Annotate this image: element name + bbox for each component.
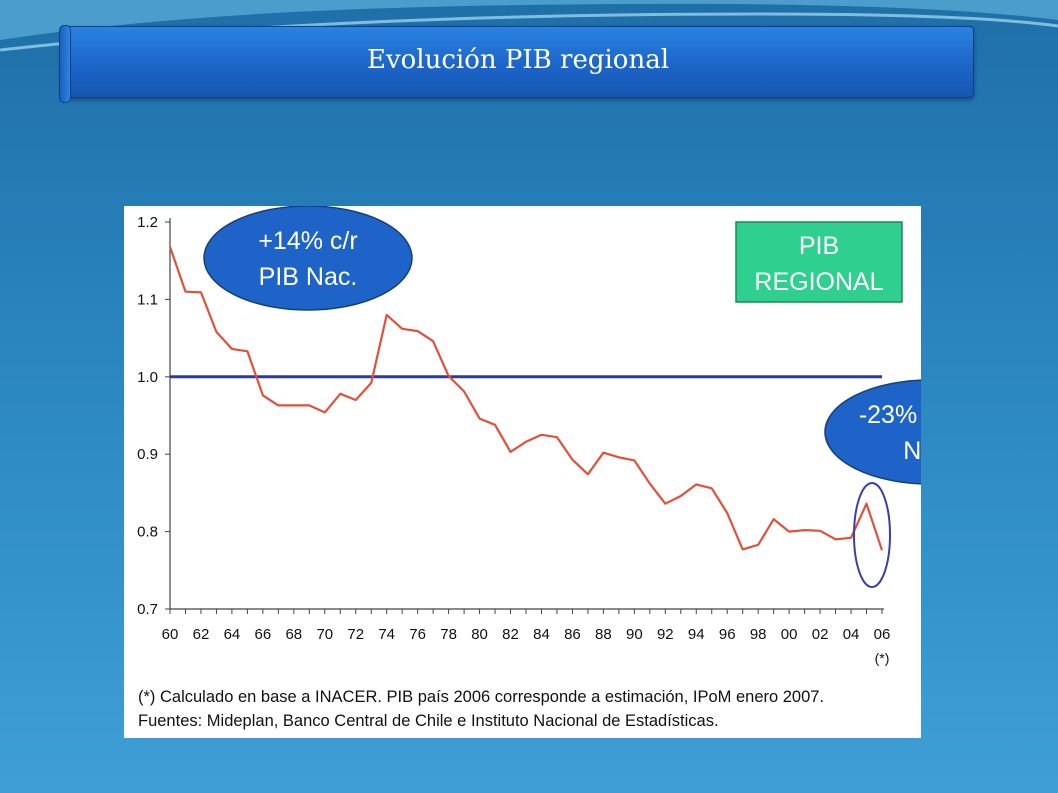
x-tick-label: 92 [657,626,674,643]
banner-scroll-curl [59,25,71,103]
x-tick-label: 64 [224,626,241,643]
x-tick-label: 90 [626,626,643,643]
right-bubble [824,379,921,485]
axis-lines [169,218,884,610]
x-tick-label: 76 [409,626,426,643]
chart-panel: 0.7 0.8 0.9 1.0 1.1 1.2 60 62 64 66 68 70 72 74 76 78 8… [124,206,921,738]
x-tick-label: 70 [316,626,333,643]
right-bubble-text-line-1: -23% c/r PIB [859,401,921,429]
series-polyline [168,246,884,551]
line-chart: 0.7 0.8 0.9 1.0 1.1 1.2 60 62 64 66 68 70 72 74 76 78 8… [137,206,921,666]
y-axis: 0.7 0.8 0.9 1.0 1.1 1.2 [137,214,170,618]
x-tick-label: 78 [440,626,457,643]
x-tick-label: 80 [471,626,488,643]
x-tick-footnote: (*) [875,650,890,666]
y-tick-label: 0.7 [137,601,158,618]
x-tick-label: 04 [843,626,860,643]
top-bubble-text-line-1: +14% c/r [258,227,357,255]
right-bubble-text-line-2: Nac. [903,437,921,465]
y-tick-label: 0.9 [137,446,158,463]
x-tick-label: 84 [533,626,550,643]
regional-box-text-line-1: PIB [799,232,839,260]
x-tick-label: 96 [719,626,736,643]
annotations: +14% c/r PIB Nac. PIB REGIONAL -23% c/r PIB N… [203,206,921,588]
y-tick-label: 0.8 [137,524,158,541]
x-tick-label: 88 [595,626,612,643]
x-tick-label: 62 [193,626,210,643]
x-tick-label: 94 [688,626,705,643]
x-tick-label: 82 [502,626,519,643]
title-banner: Evolución PIB regional [59,25,974,103]
slide-title: Evolución PIB regional [366,45,670,75]
x-tick-label: 74 [378,626,395,643]
footnote-1: (*) Calculado en base a INACER. PIB país… [138,688,825,706]
y-tick-label: 1.2 [137,214,158,231]
top-bubble [203,206,413,311]
x-tick-label: 98 [750,626,767,643]
x-tick-label: 68 [285,626,302,643]
series-line [168,246,884,551]
y-tick-label: 1.1 [137,291,158,308]
x-tick-label: 02 [812,626,829,643]
x-tick-label: 00 [781,626,798,643]
top-bubble-text-line-2: PIB Nac. [259,263,358,291]
y-tick-label: 1.0 [137,369,158,386]
x-tick-label: 72 [347,626,364,643]
x-axis: 60 62 64 66 68 70 72 74 76 78 80 82 84 86 88 90 92 94 96 98… [162,609,891,666]
regional-box [735,221,903,303]
highlight-ring [853,482,891,588]
x-tick-label: 60 [162,626,179,643]
x-tick-label: 86 [564,626,581,643]
footnote-2: Fuentes: Mideplan, Banco Central de Chil… [138,712,719,730]
regional-box-text-line-2: REGIONAL [754,268,883,296]
x-tick-label: 06 [874,626,891,643]
x-tick-label: 66 [255,626,272,643]
